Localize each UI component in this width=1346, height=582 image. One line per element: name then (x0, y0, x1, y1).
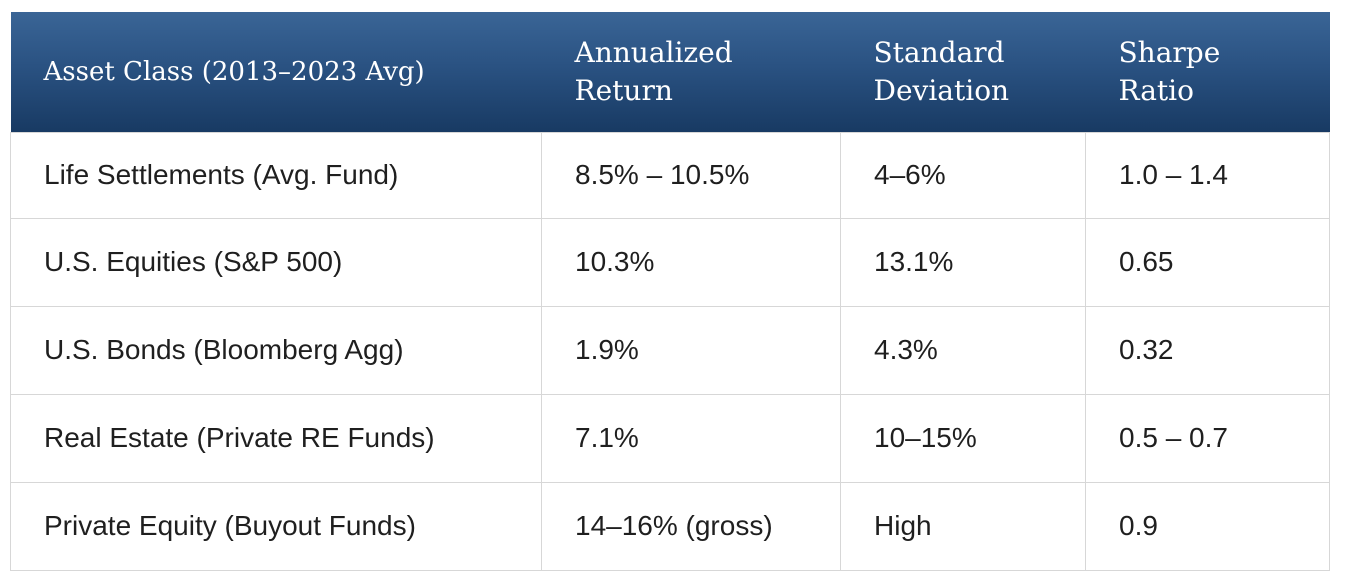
header-standard-deviation: Standard Deviation (873, 35, 1010, 107)
cell-sharpe-ratio: 1.0 – 1.4 (1085, 131, 1330, 219)
header-annualized-return: Annualized Return (574, 35, 733, 107)
cell-sharpe-ratio: 0.5 – 0.7 (1085, 393, 1330, 483)
comparison-table-container: Asset Class (2013–2023 Avg) Annualized R… (10, 12, 1330, 571)
cell-annualized-return: 7.1% (541, 393, 841, 483)
cell-sharpe-ratio: 0.65 (1085, 217, 1330, 307)
cell-standard-deviation: 4.3% (840, 305, 1086, 395)
asset-class-comparison-table: Asset Class (2013–2023 Avg) Annualized R… (10, 12, 1330, 571)
table-body: Life Settlements (Avg. Fund) 8.5% – 10.5… (10, 131, 1330, 571)
cell-standard-deviation: 4–6% (840, 131, 1086, 219)
table-header: Asset Class (2013–2023 Avg) Annualized R… (10, 12, 1330, 132)
cell-asset-class: Private Equity (Buyout Funds) (10, 481, 542, 571)
table-row: U.S. Bonds (Bloomberg Agg) 1.9% 4.3% 0.3… (10, 305, 1330, 395)
cell-asset-class: U.S. Equities (S&P 500) (10, 217, 542, 307)
table-row: Life Settlements (Avg. Fund) 8.5% – 10.5… (10, 131, 1330, 219)
cell-sharpe-ratio: 0.9 (1085, 481, 1330, 571)
table-row: Private Equity (Buyout Funds) 14–16% (gr… (10, 481, 1330, 571)
cell-standard-deviation: High (840, 481, 1086, 571)
cell-annualized-return: 1.9% (541, 305, 841, 395)
cell-asset-class: Life Settlements (Avg. Fund) (10, 131, 542, 219)
table-row: U.S. Equities (S&P 500) 10.3% 13.1% 0.65 (10, 217, 1330, 307)
header-asset-class: Asset Class (2013–2023 Avg) (43, 56, 425, 87)
cell-annualized-return: 14–16% (gross) (541, 481, 841, 571)
cell-annualized-return: 8.5% – 10.5% (541, 131, 841, 219)
cell-annualized-return: 10.3% (541, 217, 841, 307)
cell-standard-deviation: 13.1% (840, 217, 1086, 307)
header-sharpe-ratio: Sharpe Ratio (1118, 35, 1221, 107)
header-row: Asset Class (2013–2023 Avg) Annualized R… (10, 12, 1330, 132)
cell-sharpe-ratio: 0.32 (1085, 305, 1330, 395)
cell-asset-class: U.S. Bonds (Bloomberg Agg) (10, 305, 542, 395)
cell-asset-class: Real Estate (Private RE Funds) (10, 393, 542, 483)
table-row: Real Estate (Private RE Funds) 7.1% 10–1… (10, 393, 1330, 483)
cell-standard-deviation: 10–15% (840, 393, 1086, 483)
